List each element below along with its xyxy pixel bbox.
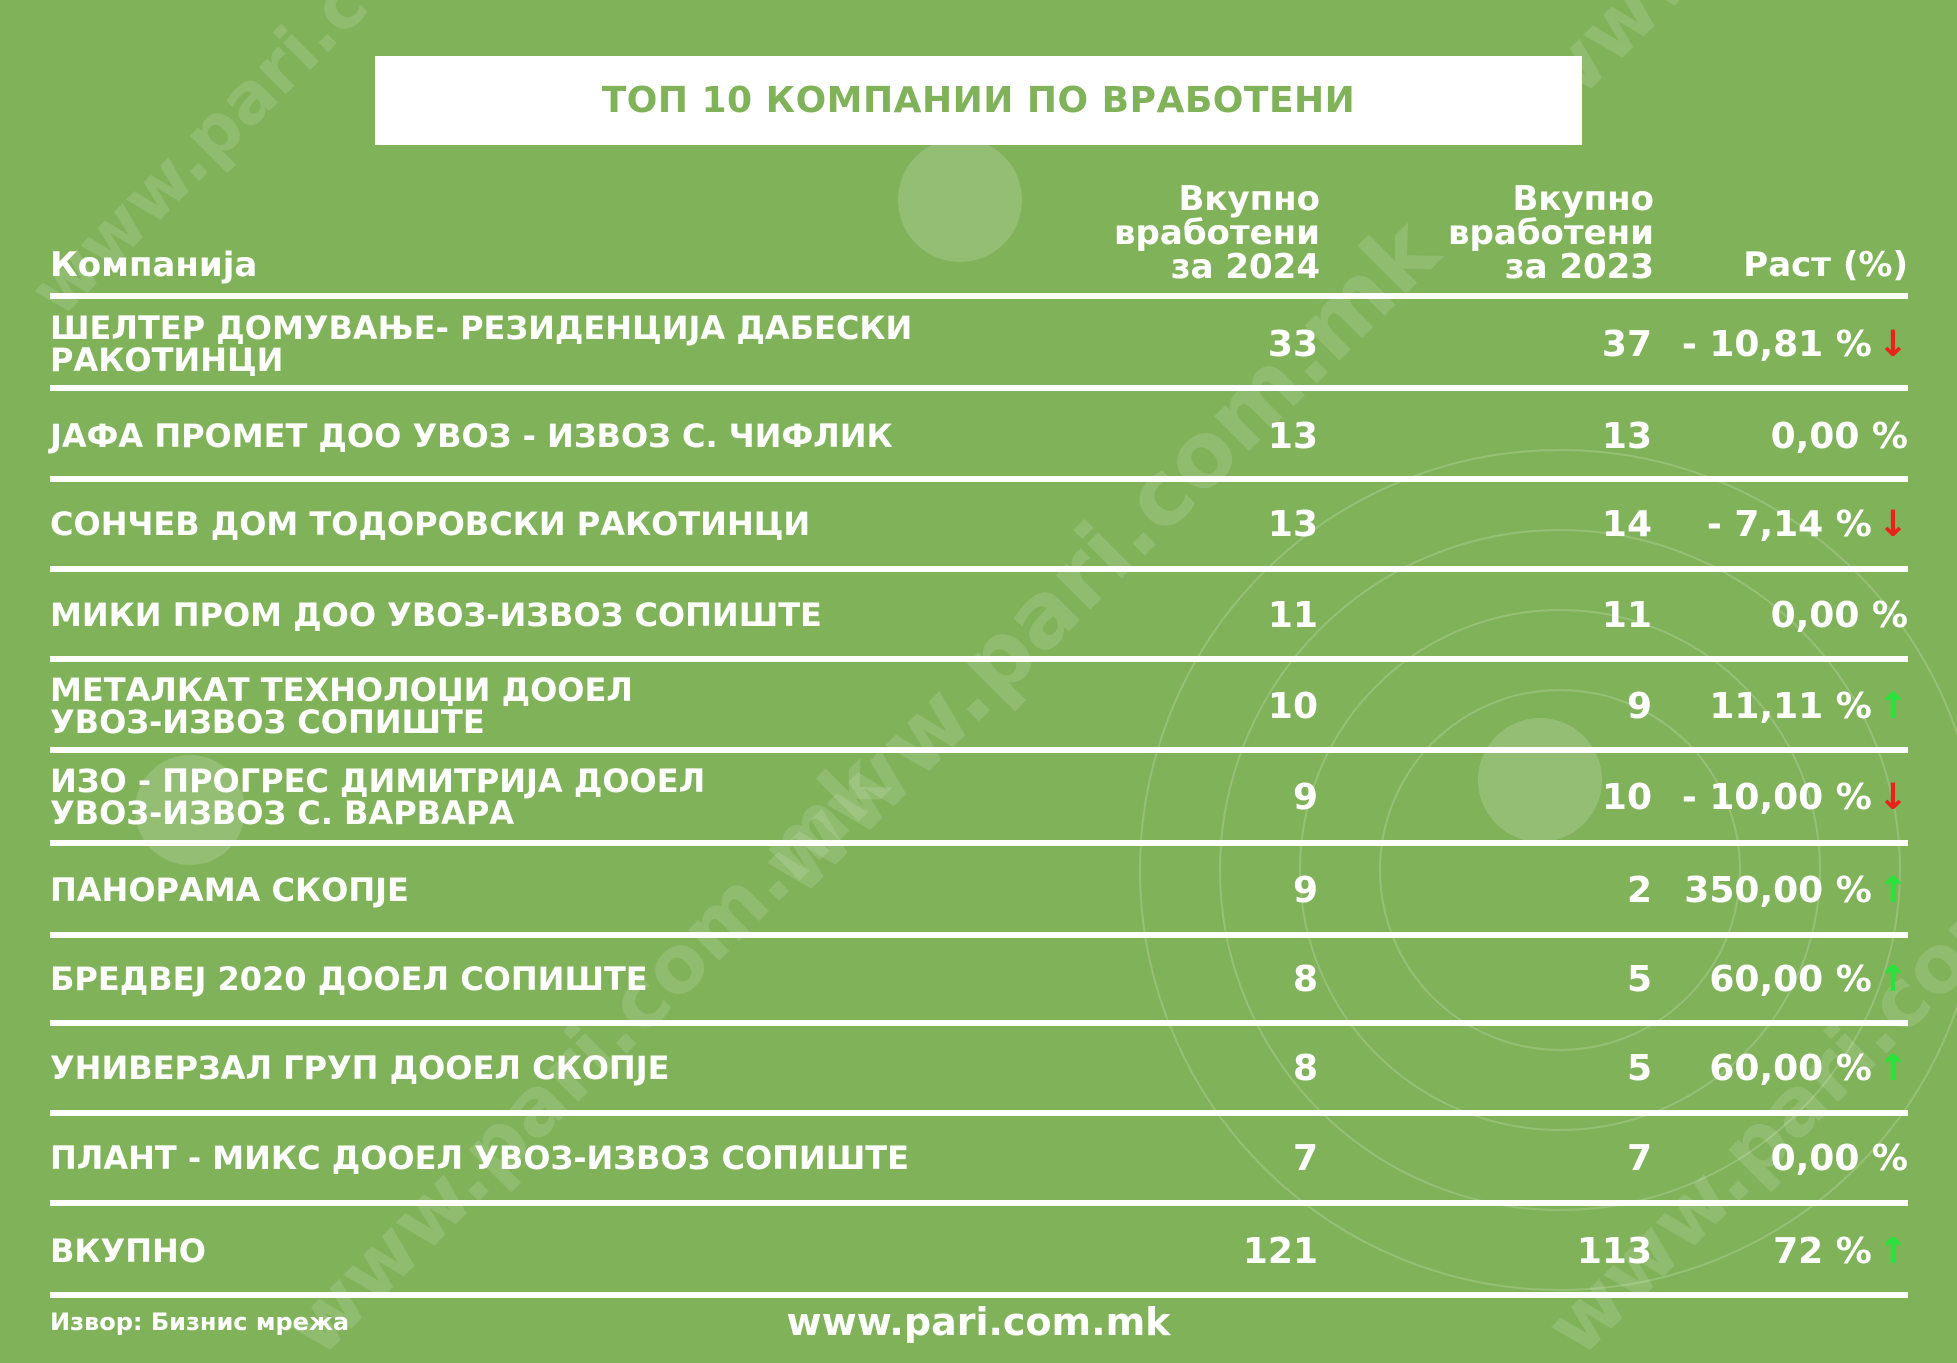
company-name: УНИВЕРЗАЛ ГРУП ДООЕЛ СКОПЈЕ	[50, 1049, 670, 1087]
employees-2023: 2	[1626, 869, 1652, 911]
table-row: МИКИ ПРОМ ДОО УВОЗ-ИЗВОЗ СОПИШТЕ 11 11 0…	[0, 573, 1957, 657]
total-2023: 113	[1576, 1230, 1652, 1272]
website-footer: www.pari.com.mk	[786, 1300, 1171, 1344]
growth-value: 11,11 %	[1709, 685, 1872, 727]
header-growth: Раст (%)	[1743, 245, 1908, 285]
table-row: ПАНОРАМА СКОПЈЕ 9 2 350,00 % ↑	[0, 848, 1957, 932]
header-2023: Вкупно вработени за 2023	[1448, 179, 1654, 287]
company-name: ПЛАНТ - МИКС ДООЕЛ УВОЗ-ИЗВОЗ СОПИШТЕ	[50, 1139, 909, 1177]
employees-2024: 13	[1267, 503, 1318, 545]
table-row: ИЗО - ПРОГРЕС ДИМИТРИЈА ДООЕЛ УВОЗ-ИЗВОЗ …	[0, 755, 1957, 839]
arrow-up-icon: ↑	[1877, 1230, 1908, 1272]
table-row: ПЛАНТ - МИКС ДООЕЛ УВОЗ-ИЗВОЗ СОПИШТЕ 7 …	[0, 1116, 1957, 1200]
growth-value: - 10,81 %	[1681, 323, 1872, 365]
employees-2023: 37	[1601, 323, 1652, 365]
page-title: ТОП 10 КОМПАНИИ ПО ВРАБОТЕНИ	[601, 80, 1356, 121]
employees-2023: 10	[1601, 776, 1652, 818]
company-name: МИКИ ПРОМ ДОО УВОЗ-ИЗВОЗ СОПИШТЕ	[50, 596, 822, 634]
row-divider	[50, 566, 1908, 572]
company-name: СОНЧЕВ ДОМ ТОДОРОВСКИ РАКОТИНЦИ	[50, 505, 811, 543]
growth-cell: 72 % ↑	[1608, 1209, 1908, 1293]
growth-cell: 350,00 % ↑	[1608, 848, 1908, 932]
employees-2024: 10	[1267, 685, 1318, 727]
arrow-down-icon: ↓	[1877, 776, 1908, 818]
employees-2024: 9	[1292, 776, 1318, 818]
arrow-up-icon: ↑	[1877, 685, 1908, 727]
row-divider	[50, 747, 1908, 753]
table-row: СОНЧЕВ ДОМ ТОДОРОВСКИ РАКОТИНЦИ 13 14 - …	[0, 482, 1957, 566]
employees-2024: 13	[1267, 415, 1318, 457]
employees-2023: 9	[1626, 685, 1652, 727]
employees-2023: 14	[1601, 503, 1652, 545]
table-row: УНИВЕРЗАЛ ГРУП ДООЕЛ СКОПЈЕ 8 5 60,00 % ↑	[0, 1026, 1957, 1110]
table-row: ШЕЛТЕР ДОМУВАЊЕ- РЕЗИДЕНЦИЈА ДАБЕСКИ РАКО…	[0, 302, 1957, 386]
row-divider	[50, 293, 1908, 299]
growth-cell: 60,00 % ↑	[1608, 1026, 1908, 1110]
growth-value: - 10,00 %	[1681, 776, 1872, 818]
growth-cell: - 10,81 % ↓	[1608, 302, 1908, 386]
row-divider	[50, 385, 1908, 391]
company-name: БРЕДВЕЈ 2020 ДООЕЛ СОПИШТЕ	[50, 960, 648, 998]
arrow-up-icon: ↑	[1877, 869, 1908, 911]
total-2024: 121	[1242, 1230, 1318, 1272]
row-divider	[50, 840, 1908, 846]
row-divider	[50, 1020, 1908, 1026]
row-divider	[50, 476, 1908, 482]
company-name: МЕТАЛКАТ ТЕХНОЛОЏИ ДООЕЛ УВОЗ-ИЗВОЗ СОПИШ…	[50, 671, 633, 741]
employees-2023: 5	[1626, 1047, 1652, 1089]
employees-2023: 7	[1626, 1137, 1652, 1179]
table-row: БРЕДВЕЈ 2020 ДООЕЛ СОПИШТЕ 8 5 60,00 % ↑	[0, 937, 1957, 1021]
table-row-total: ВКУПНО 121 113 72 % ↑	[0, 1209, 1957, 1293]
growth-value: 0,00 %	[1770, 1137, 1908, 1179]
arrow-down-icon: ↓	[1877, 323, 1908, 365]
employees-2024: 11	[1267, 594, 1318, 636]
employees-2024: 33	[1267, 323, 1318, 365]
row-divider	[50, 932, 1908, 938]
growth-cell: 0,00 %	[1608, 573, 1908, 657]
employees-2024: 8	[1292, 958, 1318, 1000]
employees-2024: 8	[1292, 1047, 1318, 1089]
employees-2023: 11	[1601, 594, 1652, 636]
growth-value: 0,00 %	[1770, 415, 1908, 457]
arrow-up-icon: ↑	[1877, 1047, 1908, 1089]
employees-2023: 13	[1601, 415, 1652, 457]
growth-value: 0,00 %	[1770, 594, 1908, 636]
company-name: ЈАФА ПРОМЕТ ДОО УВОЗ - ИЗВОЗ С. ЧИФЛИК	[50, 417, 893, 455]
arrow-down-icon: ↓	[1877, 503, 1908, 545]
row-divider	[50, 1110, 1908, 1116]
growth-value: 60,00 %	[1709, 958, 1872, 1000]
source-note: Извор: Бизнис мрежа	[50, 1308, 350, 1336]
row-divider	[50, 656, 1908, 662]
row-divider	[50, 1292, 1908, 1298]
growth-cell: 11,11 % ↑	[1608, 664, 1908, 748]
header-2024: Вкупно вработени за 2024	[1114, 179, 1320, 287]
growth-value: - 7,14 %	[1706, 503, 1872, 545]
growth-value: 60,00 %	[1709, 1047, 1872, 1089]
growth-value: 72 %	[1773, 1230, 1872, 1272]
growth-cell: 60,00 % ↑	[1608, 937, 1908, 1021]
employees-2024: 9	[1292, 869, 1318, 911]
growth-cell: 0,00 %	[1608, 1116, 1908, 1200]
header-company: Компанија	[50, 245, 258, 285]
growth-value: 350,00 %	[1684, 869, 1872, 911]
title-banner: ТОП 10 КОМПАНИИ ПО ВРАБОТЕНИ	[375, 56, 1582, 145]
employees-2024: 7	[1292, 1137, 1318, 1179]
company-name: ШЕЛТЕР ДОМУВАЊЕ- РЕЗИДЕНЦИЈА ДАБЕСКИ РАКО…	[50, 309, 913, 379]
row-divider	[50, 1200, 1908, 1206]
growth-cell: - 7,14 % ↓	[1608, 482, 1908, 566]
table-row: ЈАФА ПРОМЕТ ДОО УВОЗ - ИЗВОЗ С. ЧИФЛИК 1…	[0, 394, 1957, 478]
arrow-up-icon: ↑	[1877, 958, 1908, 1000]
table-row: МЕТАЛКАТ ТЕХНОЛОЏИ ДООЕЛ УВОЗ-ИЗВОЗ СОПИШ…	[0, 664, 1957, 748]
total-label: ВКУПНО	[50, 1232, 206, 1270]
company-name: ИЗО - ПРОГРЕС ДИМИТРИЈА ДООЕЛ УВОЗ-ИЗВОЗ …	[50, 762, 706, 832]
employees-2023: 5	[1626, 958, 1652, 1000]
growth-cell: 0,00 %	[1608, 394, 1908, 478]
growth-cell: - 10,00 % ↓	[1608, 755, 1908, 839]
company-name: ПАНОРАМА СКОПЈЕ	[50, 871, 409, 909]
